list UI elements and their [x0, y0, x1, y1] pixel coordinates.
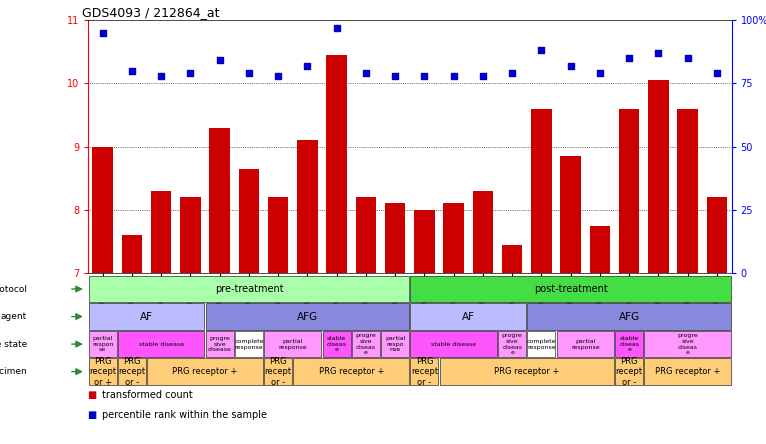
- Text: pre-treatment: pre-treatment: [214, 284, 283, 294]
- Point: [653, 49, 665, 56]
- Bar: [180, 197, 201, 273]
- Text: PRG
recept
or -: PRG recept or -: [119, 357, 146, 387]
- Text: percentile rank within the sample: percentile rank within the sample: [102, 410, 267, 420]
- Bar: [619, 109, 640, 273]
- Text: agent: agent: [1, 312, 27, 321]
- Bar: [122, 235, 142, 273]
- Text: stable
diseas
e: stable diseas e: [619, 336, 639, 353]
- Bar: [707, 197, 727, 273]
- Text: PRG
recept
or -: PRG recept or -: [411, 357, 438, 387]
- Point: [185, 70, 197, 77]
- Text: AF: AF: [462, 312, 475, 321]
- Text: PRG
recept
or -: PRG recept or -: [264, 357, 292, 387]
- Text: PRG receptor +: PRG receptor +: [319, 367, 384, 376]
- Point: [301, 62, 313, 69]
- Text: specimen: specimen: [0, 367, 27, 376]
- Point: [447, 72, 460, 79]
- Point: [535, 47, 548, 54]
- Text: ■: ■: [88, 410, 100, 420]
- Point: [594, 70, 606, 77]
- Point: [331, 24, 343, 31]
- Bar: [268, 197, 289, 273]
- Text: progre
sive
diseas
e: progre sive diseas e: [502, 333, 522, 355]
- Bar: [355, 197, 376, 273]
- Text: protocol: protocol: [0, 285, 27, 293]
- Bar: [648, 80, 669, 273]
- Text: GDS4093 / 212864_at: GDS4093 / 212864_at: [82, 6, 219, 19]
- Text: progre
sive
disease: progre sive disease: [208, 336, 231, 353]
- Point: [97, 29, 109, 36]
- Text: stable disease: stable disease: [431, 341, 476, 347]
- Text: disease state: disease state: [0, 340, 27, 349]
- Text: post-treatment: post-treatment: [534, 284, 607, 294]
- Text: complete
response: complete response: [234, 339, 264, 349]
- Text: transformed count: transformed count: [102, 390, 192, 400]
- Point: [155, 72, 167, 79]
- Bar: [93, 147, 113, 273]
- Text: complete
response: complete response: [527, 339, 556, 349]
- Point: [565, 62, 577, 69]
- Text: partial
respo
nse: partial respo nse: [385, 336, 405, 353]
- Bar: [326, 55, 347, 273]
- Point: [214, 57, 226, 64]
- Point: [623, 55, 635, 62]
- Text: ■: ■: [88, 390, 100, 400]
- Point: [418, 72, 430, 79]
- Text: partial
respon
se: partial respon se: [92, 336, 113, 353]
- Text: PRG
recept
or -: PRG recept or -: [616, 357, 643, 387]
- Point: [476, 72, 489, 79]
- Text: AF: AF: [140, 312, 153, 321]
- Bar: [590, 226, 611, 273]
- Point: [711, 70, 723, 77]
- Bar: [561, 156, 581, 273]
- Point: [506, 70, 519, 77]
- Text: AFG: AFG: [297, 312, 318, 321]
- Bar: [502, 245, 522, 273]
- Point: [272, 72, 284, 79]
- Bar: [414, 210, 434, 273]
- Text: PRG receptor +: PRG receptor +: [172, 367, 237, 376]
- Bar: [444, 203, 464, 273]
- Bar: [677, 109, 698, 273]
- Point: [682, 55, 694, 62]
- Point: [389, 72, 401, 79]
- Text: progre
sive
diseas
e: progre sive diseas e: [355, 333, 376, 355]
- Text: stable disease: stable disease: [139, 341, 184, 347]
- Text: PRG
recept
or +: PRG recept or +: [89, 357, 116, 387]
- Bar: [531, 109, 552, 273]
- Bar: [297, 140, 318, 273]
- Text: PRG receptor +: PRG receptor +: [655, 367, 720, 376]
- Point: [243, 70, 255, 77]
- Text: PRG receptor +: PRG receptor +: [494, 367, 559, 376]
- Point: [360, 70, 372, 77]
- Bar: [209, 127, 230, 273]
- Text: partial
response: partial response: [279, 339, 307, 349]
- Point: [126, 67, 138, 74]
- Text: partial
response: partial response: [571, 339, 600, 349]
- Bar: [385, 203, 405, 273]
- Bar: [473, 191, 493, 273]
- Bar: [151, 191, 172, 273]
- Text: stable
diseas
e: stable diseas e: [326, 336, 347, 353]
- Text: AFG: AFG: [619, 312, 640, 321]
- Bar: [239, 169, 259, 273]
- Text: progre
sive
diseas
e: progre sive diseas e: [677, 333, 698, 355]
